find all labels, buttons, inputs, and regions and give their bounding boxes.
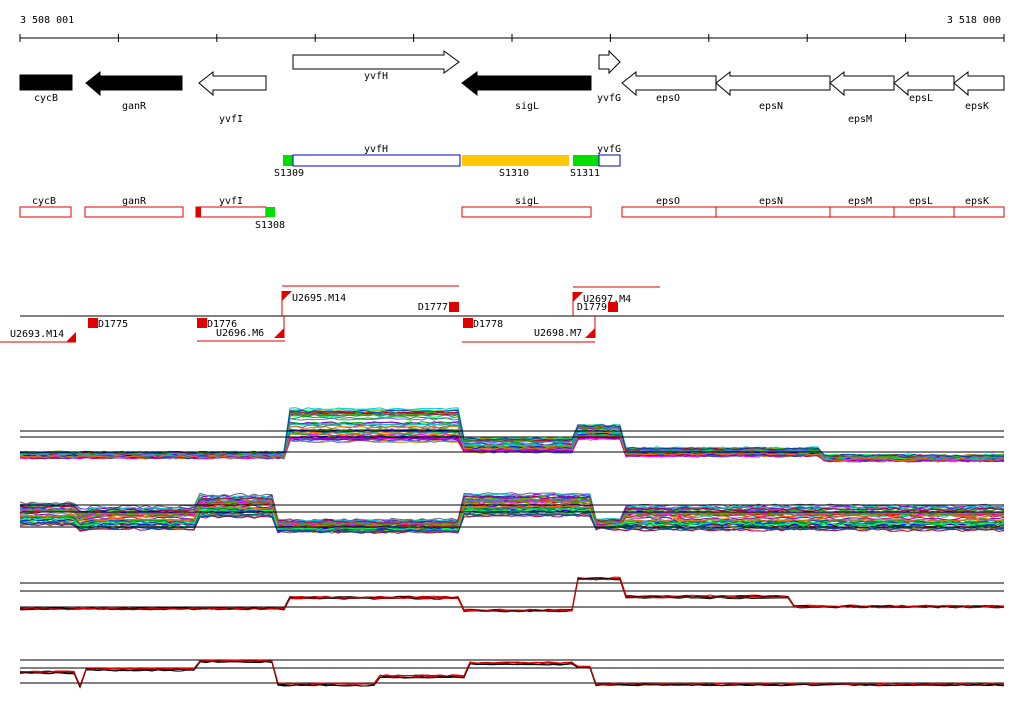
gene-label-sigL: sigL	[515, 101, 539, 112]
segment-yellow-S1310[interactable]	[462, 155, 569, 166]
downshift-label-D1775: D1775	[98, 319, 128, 330]
segment-label-S1309: S1309	[274, 168, 304, 179]
transcript-box-ganR[interactable]	[84, 206, 184, 218]
expression-trace	[19, 513, 1005, 534]
shift-feature-track: U2693.M14 U2695.M14 U2697.M4 U2698.M7	[0, 285, 1004, 343]
expression-panel-2	[19, 492, 1005, 534]
transcript-label-epsO: epsO	[656, 196, 680, 207]
gene-arrow-epsN[interactable]: epsN	[715, 70, 831, 112]
upshift-U2695[interactable]: U2695.M14	[281, 285, 459, 316]
transcript-label-cycB: cycB	[32, 196, 56, 207]
transcript-segment-label-S1308: S1308	[255, 220, 285, 231]
upshift-label-U2698: U2698.M7	[534, 328, 582, 339]
segment-green-S1311[interactable]	[573, 155, 599, 166]
gene-arrow-epsM[interactable]: epsM	[829, 70, 895, 125]
transcript-box-epsK[interactable]	[953, 206, 1005, 218]
segment-gene-label-yvfG: yvfG	[597, 144, 621, 155]
transcript-label-epsL: epsL	[909, 196, 933, 207]
expression-panel-3	[19, 576, 1005, 613]
upshift-label-U2693: U2693.M14	[10, 329, 64, 340]
gene-arrow-track: cycB ganR yvfI yvfH sigL yvfG epsO epsN	[19, 49, 1005, 125]
expression-panel-4	[19, 659, 1005, 689]
expression-trace	[19, 505, 1005, 529]
gene-label-yvfH: yvfH	[364, 71, 388, 82]
expression-trace	[19, 659, 1005, 687]
upshift-U2696[interactable]: U2696.M6	[197, 316, 285, 342]
gene-arrow-epsO[interactable]: epsO	[621, 70, 717, 104]
transcript-box-epsO[interactable]	[621, 206, 717, 218]
transcript-red-mark	[196, 207, 201, 217]
gene-arrow-epsK[interactable]: epsK	[953, 70, 1005, 112]
expression-trace	[19, 499, 1005, 526]
ruler-end-label: 3 518 000	[947, 15, 1001, 26]
segment-track: yvfH yvfG S1309 S1310 S1311	[274, 144, 621, 179]
transcript-label-epsN: epsN	[759, 196, 783, 207]
gene-label-epsO: epsO	[656, 93, 680, 104]
transcript-green-S1308[interactable]	[266, 207, 275, 217]
downshift-label-D1777: D1777	[418, 302, 448, 313]
gene-arrow-yvfI[interactable]: yvfI	[198, 70, 267, 125]
transcript-box-epsN[interactable]	[715, 206, 831, 218]
upshift-U2697[interactable]: U2697.M4	[572, 286, 660, 316]
gene-label-epsM: epsM	[848, 114, 872, 125]
gene-label-yvfG: yvfG	[597, 93, 621, 104]
gene-label-yvfI: yvfI	[219, 114, 243, 125]
gene-arrow-yvfH[interactable]: yvfH	[292, 50, 460, 82]
upshift-U2698[interactable]: U2698.M7	[462, 316, 596, 343]
expression-trace	[19, 576, 1005, 612]
expression-trace	[19, 493, 1005, 523]
transcript-track: cycB ganR yvfI S1308 sigL epsO epsN epsM…	[19, 196, 1005, 231]
upshift-label-U2696: U2696.M6	[216, 328, 264, 339]
gene-label-epsK: epsK	[965, 101, 989, 112]
coordinate-ruler: 3 508 001 3 518 000	[19, 15, 1005, 42]
expression-trace	[19, 431, 1005, 462]
gene-label-epsL: epsL	[909, 93, 933, 104]
transcript-box-sigL[interactable]	[461, 206, 592, 218]
expression-trace	[19, 508, 1005, 531]
segment-gene-label-yvfH: yvfH	[364, 144, 388, 155]
expression-trace	[19, 495, 1004, 524]
ruler-start-label: 3 508 001	[20, 15, 74, 26]
transcript-label-sigL: sigL	[515, 196, 539, 207]
downshift-label-D1778: D1778	[473, 319, 503, 330]
downshift-D1775[interactable]: D1775	[88, 318, 128, 330]
gene-arrow-cycB[interactable]: cycB	[19, 74, 73, 104]
segment-label-S1311: S1311	[570, 168, 600, 179]
gene-arrow-sigL[interactable]: sigL	[461, 71, 592, 112]
expression-trace	[19, 501, 1005, 528]
downshift-label-D1776: D1776	[207, 319, 237, 330]
gene-label-cycB: cycB	[34, 93, 58, 104]
segment-box-yvfH[interactable]	[292, 154, 461, 167]
expression-trace	[19, 430, 1005, 461]
segment-box-yvfG[interactable]	[598, 154, 621, 167]
upshift-label-U2697: U2697.M4	[583, 294, 631, 305]
transcript-label-ganR: ganR	[122, 196, 147, 207]
gene-arrow-epsL[interactable]: epsL	[893, 70, 955, 104]
expression-panel-1	[19, 407, 1005, 463]
downshift-label-D1779: D1779	[577, 302, 607, 313]
downshift-D1776[interactable]: D1776	[197, 318, 237, 330]
gene-arrow-yvfG[interactable]: yvfG	[597, 49, 621, 104]
transcript-box-epsM[interactable]	[829, 206, 895, 218]
transcript-label-epsM: epsM	[848, 196, 872, 207]
downshift-D1777[interactable]: D1777	[418, 302, 459, 313]
transcript-box-cycB[interactable]	[19, 206, 72, 218]
upshift-U2693[interactable]: U2693.M14	[0, 329, 76, 343]
gene-arrow-ganR[interactable]: ganR	[85, 70, 183, 112]
expression-trace	[19, 660, 1005, 689]
gene-label-epsN: epsN	[759, 101, 783, 112]
segment-label-S1310: S1310	[499, 168, 529, 179]
upshift-label-U2695: U2695.M14	[292, 293, 346, 304]
downshift-D1779[interactable]: D1779	[577, 302, 618, 313]
transcript-box-epsL[interactable]	[893, 206, 955, 218]
expression-trace	[19, 493, 1005, 523]
expression-trace	[19, 577, 1005, 612]
transcript-box-yvfI[interactable]	[195, 206, 267, 218]
segment-green-S1309[interactable]	[283, 155, 293, 166]
gene-label-ganR: ganR	[122, 101, 147, 112]
transcript-label-epsK: epsK	[965, 196, 989, 207]
transcript-label-yvfI: yvfI	[219, 196, 243, 207]
downshift-D1778[interactable]: D1778	[463, 318, 503, 330]
